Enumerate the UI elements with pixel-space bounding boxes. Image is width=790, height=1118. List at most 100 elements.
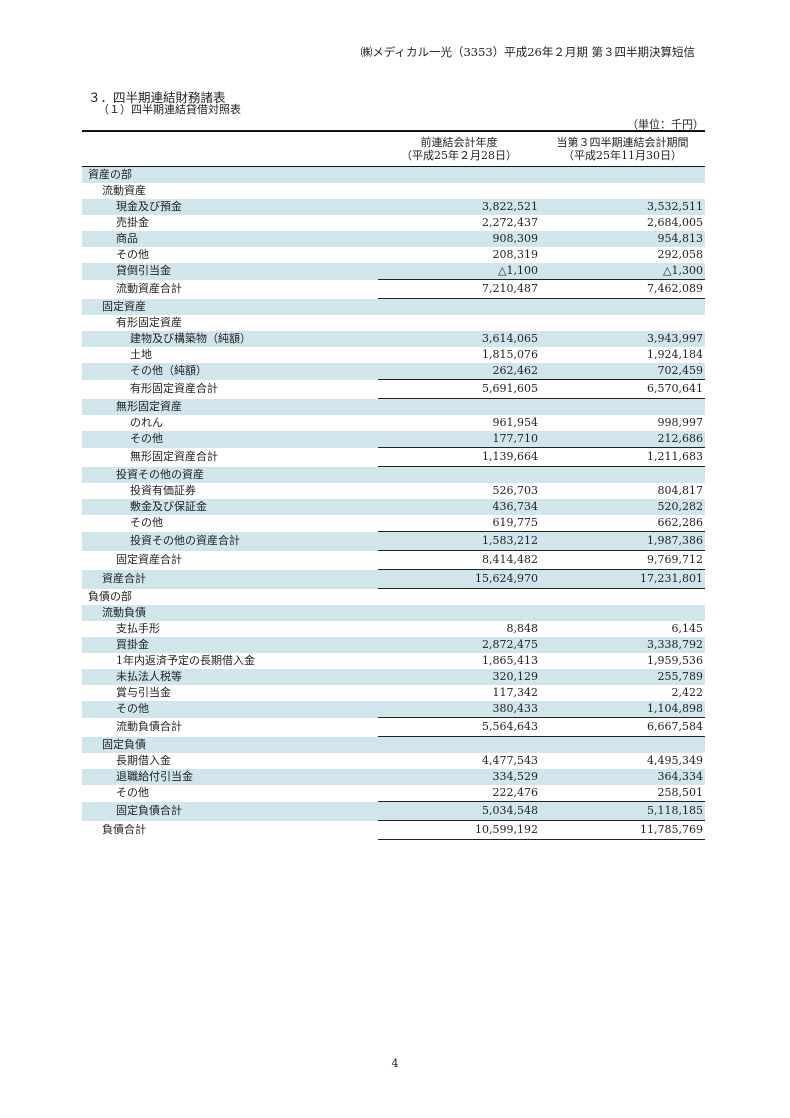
curr-value [540, 466, 705, 483]
curr-value: 258,501 [657, 786, 704, 799]
prev-value: 2,872,475 [378, 637, 540, 653]
prev-value: 10,599,192 [378, 820, 540, 840]
table-row-total: 有形固定資産合計 5,691,605 6,570,641 [82, 379, 705, 399]
curr-value: 4,495,349 [647, 754, 703, 767]
table-row: 買掛金 2,872,475 3,338,792 [82, 637, 705, 653]
row-label: 有形固定資産合計 [130, 382, 218, 395]
table-row-total: 負債合計 10,599,192 11,785,769 [82, 820, 705, 840]
table-row: 1年内返済予定の長期借入金 1,865,413 1,959,536 [82, 653, 705, 669]
curr-value: 3,943,997 [540, 331, 705, 347]
row-label: 売掛金 [116, 216, 149, 229]
curr-value [540, 166, 705, 183]
curr-value [540, 398, 705, 415]
row-label: 投資有価証券 [130, 484, 196, 497]
curr-value: 1,211,683 [540, 447, 705, 467]
prev-value [378, 183, 540, 199]
row-label: 固定負債 [82, 736, 378, 753]
prev-value: 222,476 [492, 786, 539, 799]
prev-value [378, 315, 540, 331]
section-subtitle: （１）四半期連結貸借対照表 [98, 103, 241, 116]
prev-value [378, 605, 540, 621]
prev-value: 5,034,548 [378, 801, 540, 821]
row-label: 退職給付引当金 [82, 769, 378, 785]
header-prev-period: 前連結会計年度 （平成25年２月28日） [378, 130, 540, 167]
prev-value: 208,319 [492, 248, 539, 261]
row-label: 無形固定資産合計 [130, 450, 218, 463]
curr-value: 804,817 [657, 484, 704, 497]
curr-value [540, 183, 705, 199]
page-number: 4 [391, 1057, 399, 1070]
curr-value [540, 589, 705, 606]
row-label: 貸倒引当金 [82, 263, 378, 280]
table-header-row: 前連結会計年度 （平成25年２月28日） 当第３四半期連結会計期間 （平成25年11… [82, 130, 705, 167]
curr-value: 5,118,185 [540, 801, 705, 821]
header-curr-period: 当第３四半期連結会計期間 （平成25年11月30日） [540, 130, 705, 167]
row-label: 有形固定資産 [116, 316, 182, 329]
curr-value: 1,924,184 [647, 348, 703, 361]
prev-value: 1,865,413 [482, 654, 538, 667]
table-row: 負債の部 [82, 589, 705, 606]
table-row: その他 177,710 212,686 [82, 431, 705, 448]
table-row: その他 208,319 292,058 [82, 247, 705, 263]
row-label: その他 [116, 248, 149, 261]
table-row: 長期借入金 4,477,543 4,495,349 [82, 753, 705, 769]
table-row: その他 619,775 662,286 [82, 515, 705, 532]
prev-value: △1,100 [378, 263, 540, 280]
table-row-total: 固定負債合計 5,034,548 5,118,185 [82, 801, 705, 821]
prev-value: 961,954 [492, 416, 539, 429]
curr-value: 1,104,898 [540, 701, 705, 718]
row-label: その他 [130, 516, 163, 530]
table-row-total: 無形固定資産合計 1,139,664 1,211,683 [82, 447, 705, 467]
curr-value: 6,570,641 [540, 379, 705, 399]
row-label: 敷金及び保証金 [82, 499, 378, 515]
prev-value [378, 298, 540, 315]
prev-value: 3,822,521 [378, 199, 540, 215]
prev-value: 5,564,643 [378, 717, 540, 737]
table-row: 無形固定資産 [82, 398, 705, 415]
curr-value: 255,789 [540, 669, 705, 685]
curr-value: 1,987,386 [540, 531, 705, 551]
row-label: その他 [82, 431, 378, 448]
table-row: 資産の部 [82, 166, 705, 183]
prev-value: 8,414,482 [378, 550, 540, 570]
row-label: 流動負債 [82, 605, 378, 621]
prev-value: 1,583,212 [378, 531, 540, 551]
table-row: 敷金及び保証金 436,734 520,282 [82, 499, 705, 515]
table-row: 固定資産 [82, 298, 705, 315]
header-prev-line1: 前連結会計年度 [420, 136, 498, 149]
prev-value: 619,775 [492, 516, 539, 529]
curr-value: 1,959,536 [647, 654, 703, 667]
row-label: その他（純額） [82, 363, 378, 380]
table-row: 建物及び構築物（純額） 3,614,065 3,943,997 [82, 331, 705, 347]
prev-value [378, 166, 540, 183]
row-label: 流動資産 [102, 184, 146, 197]
row-label: 固定資産 [82, 298, 378, 315]
prev-value: 334,529 [378, 769, 540, 785]
table-row-total: 流動負債合計 5,564,643 6,667,584 [82, 717, 705, 737]
table-row: 投資有価証券 526,703 804,817 [82, 483, 705, 499]
curr-value: 702,459 [540, 363, 705, 380]
curr-value: 11,785,769 [540, 820, 705, 840]
header-prev-line2: （平成25年２月28日） [401, 149, 517, 162]
curr-value [540, 605, 705, 621]
prev-value: 5,691,605 [378, 379, 540, 399]
row-label: 商品 [82, 231, 378, 247]
prev-value: 380,433 [378, 701, 540, 718]
row-label: のれん [130, 416, 163, 429]
row-label: 賞与引当金 [116, 686, 171, 699]
curr-value: 662,286 [657, 516, 704, 529]
row-label: 無形固定資産 [82, 398, 378, 415]
curr-value: 9,769,712 [540, 550, 705, 570]
table-row: 固定負債 [82, 736, 705, 753]
curr-value [540, 736, 705, 753]
row-label: 投資その他の資産 [82, 466, 378, 483]
row-label: その他 [116, 786, 149, 800]
table-row-total: 投資その他の資産合計 1,583,212 1,987,386 [82, 531, 705, 551]
curr-value: 17,231,801 [540, 569, 705, 589]
curr-value: 364,334 [540, 769, 705, 785]
curr-value: 2,684,005 [647, 216, 703, 229]
row-label: 現金及び預金 [82, 199, 378, 215]
prev-value [378, 398, 540, 415]
prev-value: 526,703 [492, 484, 539, 497]
prev-value: 3,614,065 [378, 331, 540, 347]
